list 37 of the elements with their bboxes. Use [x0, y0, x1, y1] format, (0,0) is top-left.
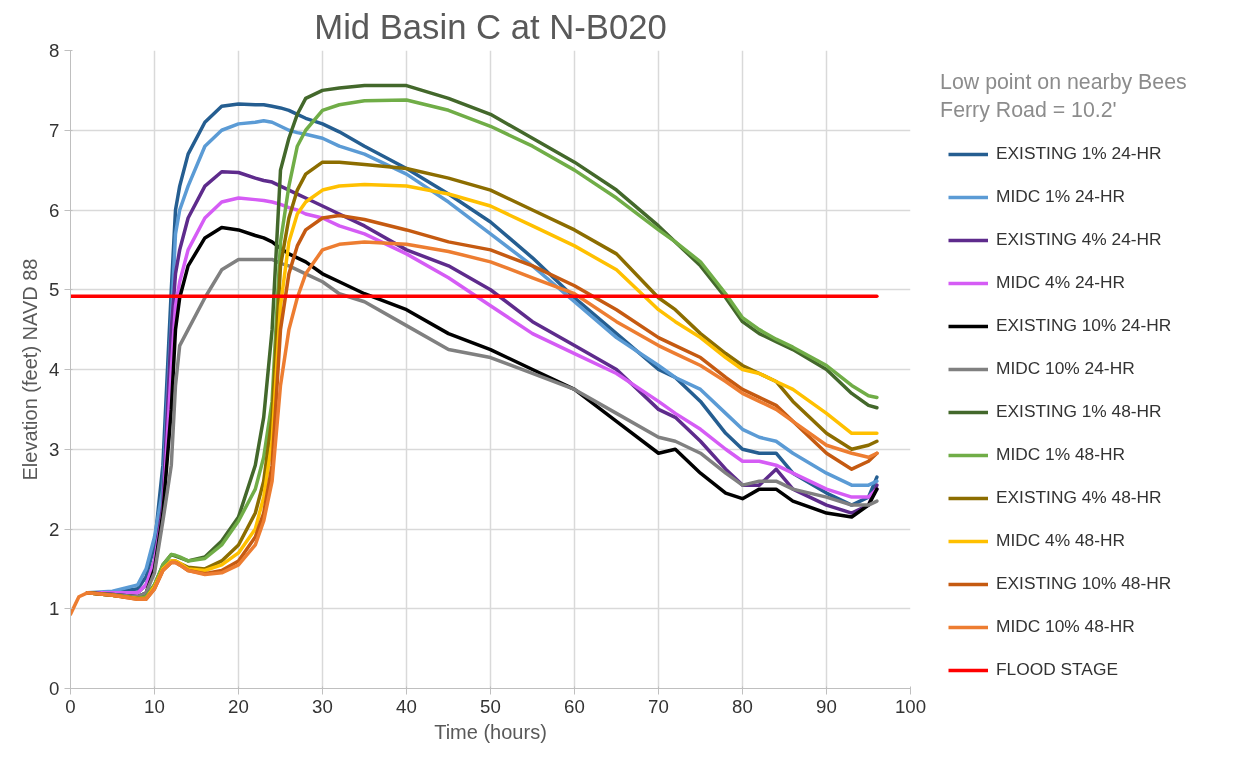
y-tick-label: 5: [49, 279, 60, 301]
legend-label: EXISTING 10% 48-HR: [996, 573, 1172, 594]
x-tick-label: 0: [65, 695, 76, 717]
y-tick-label: 1: [49, 598, 60, 620]
legend-label: EXISTING 10% 24-HR: [996, 315, 1172, 336]
legend-label: EXISTING 1% 24-HR: [996, 143, 1162, 164]
x-tick-label: 80: [732, 695, 753, 717]
x-axis-title: Time (hours): [434, 720, 547, 743]
x-tick-label: 90: [816, 695, 837, 717]
x-tick-label: 100: [894, 695, 927, 717]
legend-label: EXISTING 4% 48-HR: [996, 487, 1162, 508]
y-tick-label: 2: [49, 518, 60, 540]
legend-label: MIDC 4% 48-HR: [996, 530, 1126, 551]
y-tick-label: 8: [49, 40, 60, 61]
x-tick-label: 60: [564, 695, 585, 717]
y-tick-label: 4: [49, 359, 60, 380]
x-tick-label: 50: [480, 695, 501, 717]
legend-label: MIDC 10% 48-HR: [996, 616, 1135, 637]
text: Low point on nearby Bees Ferry Road = 10.2': [940, 70, 1187, 123]
y-axis-title: Elevation (feet) NAVD 88: [19, 258, 42, 481]
x-tick-label: 20: [228, 695, 249, 717]
chart-title: Mid Basin C at N-B020: [314, 7, 667, 46]
y-tick-label: 6: [49, 199, 60, 221]
x-tick-label: 70: [648, 695, 669, 717]
y-tick-label: 3: [49, 438, 60, 460]
x-tick-label: 10: [144, 695, 165, 717]
legend-label: MIDC 4% 24-HR: [996, 272, 1126, 293]
y-tick-label: 0: [49, 678, 60, 699]
y-tick-label: 7: [49, 119, 60, 141]
legend-label: MIDC 10% 24-HR: [996, 358, 1135, 379]
legend-label: MIDC 1% 24-HR: [996, 186, 1126, 207]
x-tick-label: 30: [312, 695, 333, 717]
legend-label: FLOOD STAGE: [996, 659, 1118, 680]
legend-label: MIDC 1% 48-HR: [996, 444, 1126, 465]
x-tick-label: 40: [396, 695, 417, 717]
legend-label: EXISTING 1% 48-HR: [996, 401, 1162, 422]
legend-label: EXISTING 4% 24-HR: [996, 229, 1162, 250]
